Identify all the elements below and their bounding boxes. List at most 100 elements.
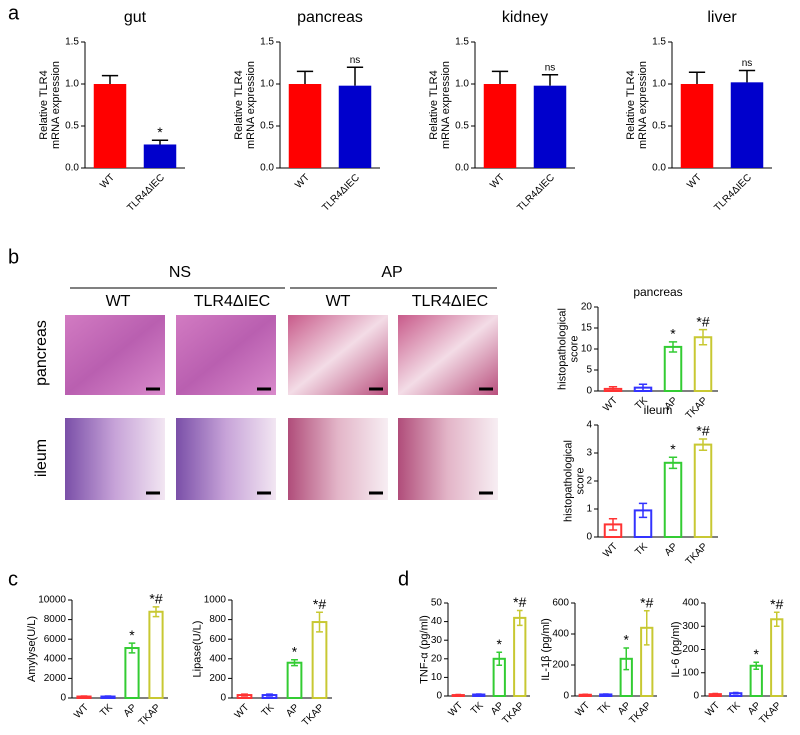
error-bar [698, 438, 708, 451]
y-tick-label: 0.0 [65, 163, 79, 174]
x-tick-label: TKAP [684, 395, 710, 421]
y-tick-label: 20 [581, 302, 593, 313]
error-bar [475, 693, 482, 696]
y-tick-label: 0 [693, 691, 699, 702]
y-tick-label: 0.0 [260, 163, 274, 174]
y-tick-label: 1.5 [65, 37, 79, 48]
error-bar [80, 695, 88, 698]
error-bar [773, 611, 780, 627]
column-label: TLR4ΔIEC [194, 293, 270, 310]
error-bar [104, 695, 112, 698]
x-tick-label: TKAP [757, 700, 783, 726]
y-tick-label: 0 [220, 693, 226, 704]
error-bar [698, 328, 708, 346]
y-tick-label: 400 [682, 598, 699, 609]
annotation: * [624, 632, 630, 648]
annotation: * [670, 441, 676, 457]
x-tick-label: WT [601, 395, 620, 414]
y-tick-label: 600 [552, 598, 569, 609]
annotation: * [497, 636, 503, 652]
y-tick-label: 300 [682, 621, 699, 632]
y-axis-label: IL-1β (pg/ml) [540, 618, 552, 681]
row-label: ileum [33, 439, 50, 477]
error-bar [638, 383, 648, 392]
y-tick-label: 1.5 [455, 37, 469, 48]
y-tick-label: 2000 [44, 673, 67, 684]
error-bar [266, 693, 273, 697]
error-bar [128, 642, 136, 654]
bar [124, 647, 140, 700]
x-tick-label: TKAP [500, 700, 526, 726]
chart-title: ileum [644, 403, 673, 417]
bar [749, 664, 763, 698]
annotation: * [292, 643, 298, 659]
y-tick-label: 10 [581, 344, 593, 355]
bar [93, 84, 127, 168]
histology-image [176, 418, 276, 500]
bar [148, 610, 164, 700]
panel-label: a [8, 2, 20, 24]
y-tick-label: 5 [586, 365, 592, 376]
x-tick-label: TK [726, 700, 743, 717]
bar [663, 345, 683, 392]
error-bar [316, 611, 323, 633]
histology-image [288, 315, 388, 395]
x-tick-label: TKAP [627, 700, 653, 726]
error-bar [496, 651, 503, 667]
y-tick-label: 10 [431, 672, 443, 683]
x-tick-label: TKAP [137, 702, 163, 728]
y-tick-label: 0.5 [65, 121, 79, 132]
bar [693, 443, 713, 539]
chart-title: liver [707, 9, 737, 26]
bar [143, 144, 177, 168]
y-tick-label: 1.0 [652, 79, 666, 90]
y-tick-label: 1.0 [65, 79, 79, 90]
chart-title: kidney [502, 9, 548, 26]
error-bar [643, 610, 650, 646]
x-tick-label: AP [122, 702, 139, 719]
error-bar [668, 456, 678, 470]
row-label: pancreas [33, 320, 50, 386]
annotation: *# [696, 423, 709, 439]
bar [513, 616, 527, 698]
bar [288, 84, 322, 168]
x-tick-label: TKAP [684, 541, 710, 567]
error-bar [346, 66, 364, 86]
bar [730, 82, 764, 168]
y-tick-label: 600 [209, 634, 226, 645]
y-tick-label: 4 [586, 420, 592, 431]
error-bar [241, 693, 248, 697]
histology-image [176, 315, 276, 395]
error-bar [608, 386, 618, 392]
y-tick-label: 0 [586, 532, 592, 543]
y-axis-label: IL-6 (pg/ml) [670, 621, 682, 677]
y-axis-label: Amylyse(U/L) [26, 616, 38, 682]
column-label: WT [326, 293, 351, 310]
y-tick-label: 200 [682, 644, 699, 655]
x-tick-label: AP [284, 702, 301, 719]
x-tick-label: TK [260, 702, 277, 719]
x-tick-label: WT [685, 172, 704, 191]
error-bar [296, 70, 314, 84]
y-tick-label: 0 [436, 691, 442, 702]
bar [680, 84, 714, 168]
y-tick-label: 40 [431, 616, 443, 627]
x-tick-label: WT [293, 172, 312, 191]
y-tick-label: 1.5 [652, 37, 666, 48]
annotation: ns [742, 58, 753, 69]
y-tick-label: 400 [552, 629, 569, 640]
annotation: * [754, 646, 760, 662]
error-bar [491, 70, 509, 84]
chart-title: gut [124, 9, 147, 26]
y-tick-label: 400 [209, 653, 226, 664]
error-bar [753, 661, 760, 671]
error-bar [738, 69, 756, 83]
error-bar [712, 692, 719, 696]
bar [483, 84, 517, 168]
histology-image [65, 418, 165, 500]
y-axis-label: histopathological [562, 440, 574, 522]
x-tick-label: WT [233, 702, 252, 721]
bar [533, 85, 567, 168]
chart-title: pancreas [297, 9, 363, 26]
